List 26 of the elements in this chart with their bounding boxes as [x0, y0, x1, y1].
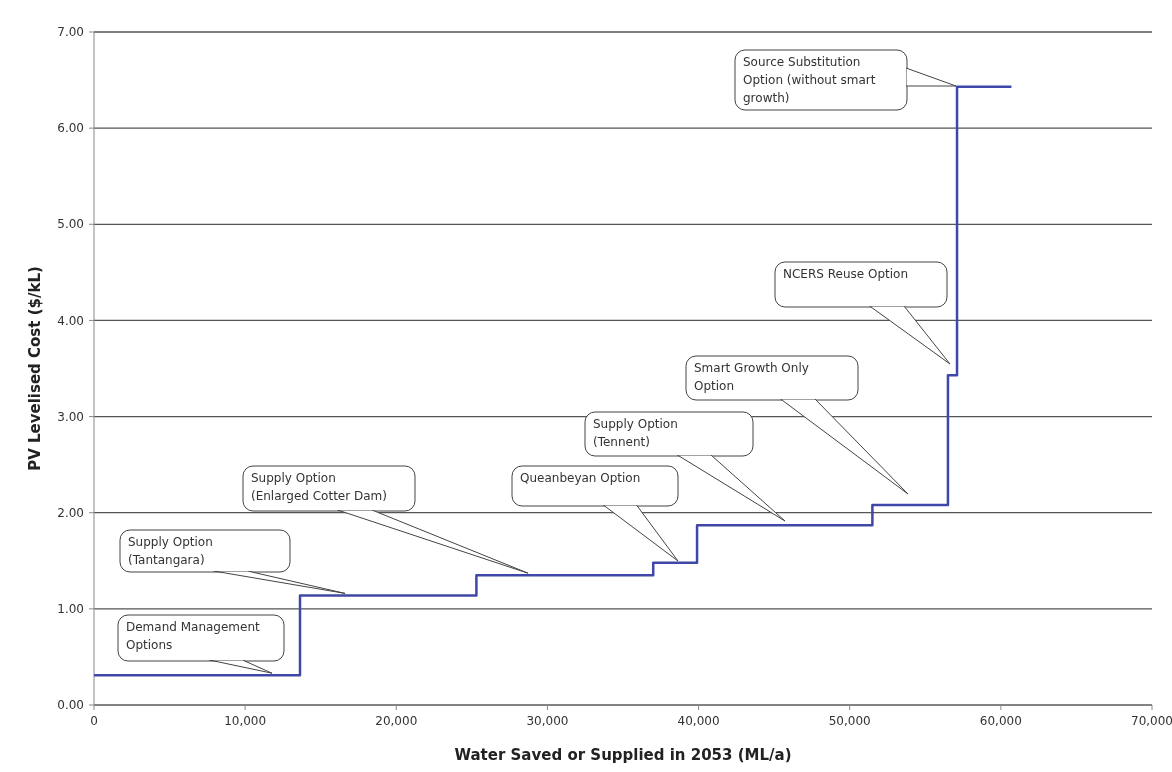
x-tick-label: 60,000	[979, 714, 1022, 728]
y-axis-title: PV Levelised Cost ($/kL)	[26, 266, 44, 471]
x-tick-label: 0	[90, 714, 98, 728]
y-tick-label: 1.00	[57, 602, 84, 617]
x-tick-label: 20,000	[375, 714, 418, 728]
annotation: Smart Growth Only Option	[694, 361, 809, 393]
x-tick-label: 50,000	[828, 714, 871, 728]
annotation: Supply Option (Enlarged Cotter Dam)	[251, 471, 387, 503]
x-axis-title: Water Saved or Supplied in 2053 (ML/a)	[454, 746, 792, 764]
annotation: Queanbeyan Option	[520, 471, 641, 485]
x-tick-label: 70,000	[1131, 714, 1172, 728]
x-tick-label: 30,000	[526, 714, 569, 728]
annotation: Supply Option (Tennent)	[593, 417, 678, 449]
y-tick-label: 6.00	[57, 121, 84, 136]
annotation: Source Substitution Option (without smart growth)	[743, 55, 876, 105]
y-tick-label: 5.00	[57, 217, 84, 232]
y-tick-label: 4.00	[57, 313, 84, 328]
x-tick-label: 10,000	[224, 714, 267, 728]
annotation: Supply Option (Tantangara)	[128, 535, 213, 567]
annotation: Demand Management Options	[126, 620, 261, 652]
x-tick-label: 40,000	[677, 714, 720, 728]
y-tick-label: 2.00	[57, 505, 84, 520]
y-tick-label: 0.00	[57, 698, 84, 713]
y-tick-label: 7.00	[57, 25, 84, 40]
y-tick-label: 3.00	[57, 409, 84, 424]
annotation: NCERS Reuse Option	[783, 267, 908, 281]
